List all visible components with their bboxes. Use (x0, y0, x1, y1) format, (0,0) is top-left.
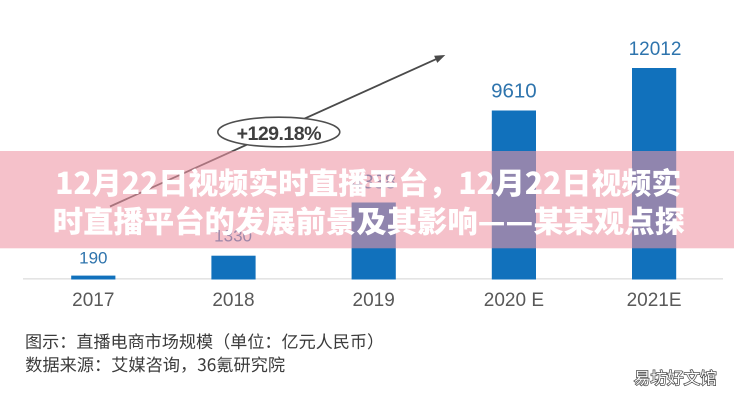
svg-text:12012: 12012 (629, 39, 682, 60)
svg-text:9610: 9610 (491, 80, 537, 103)
svg-text:2021E: 2021E (627, 290, 682, 311)
svg-text:2017: 2017 (72, 290, 114, 311)
svg-text:190: 190 (79, 248, 107, 267)
svg-text:+129.18%: +129.18% (237, 123, 322, 145)
svg-text:2020 E: 2020 E (484, 290, 544, 311)
svg-text:2019: 2019 (353, 290, 395, 311)
svg-text:2018: 2018 (212, 290, 254, 311)
